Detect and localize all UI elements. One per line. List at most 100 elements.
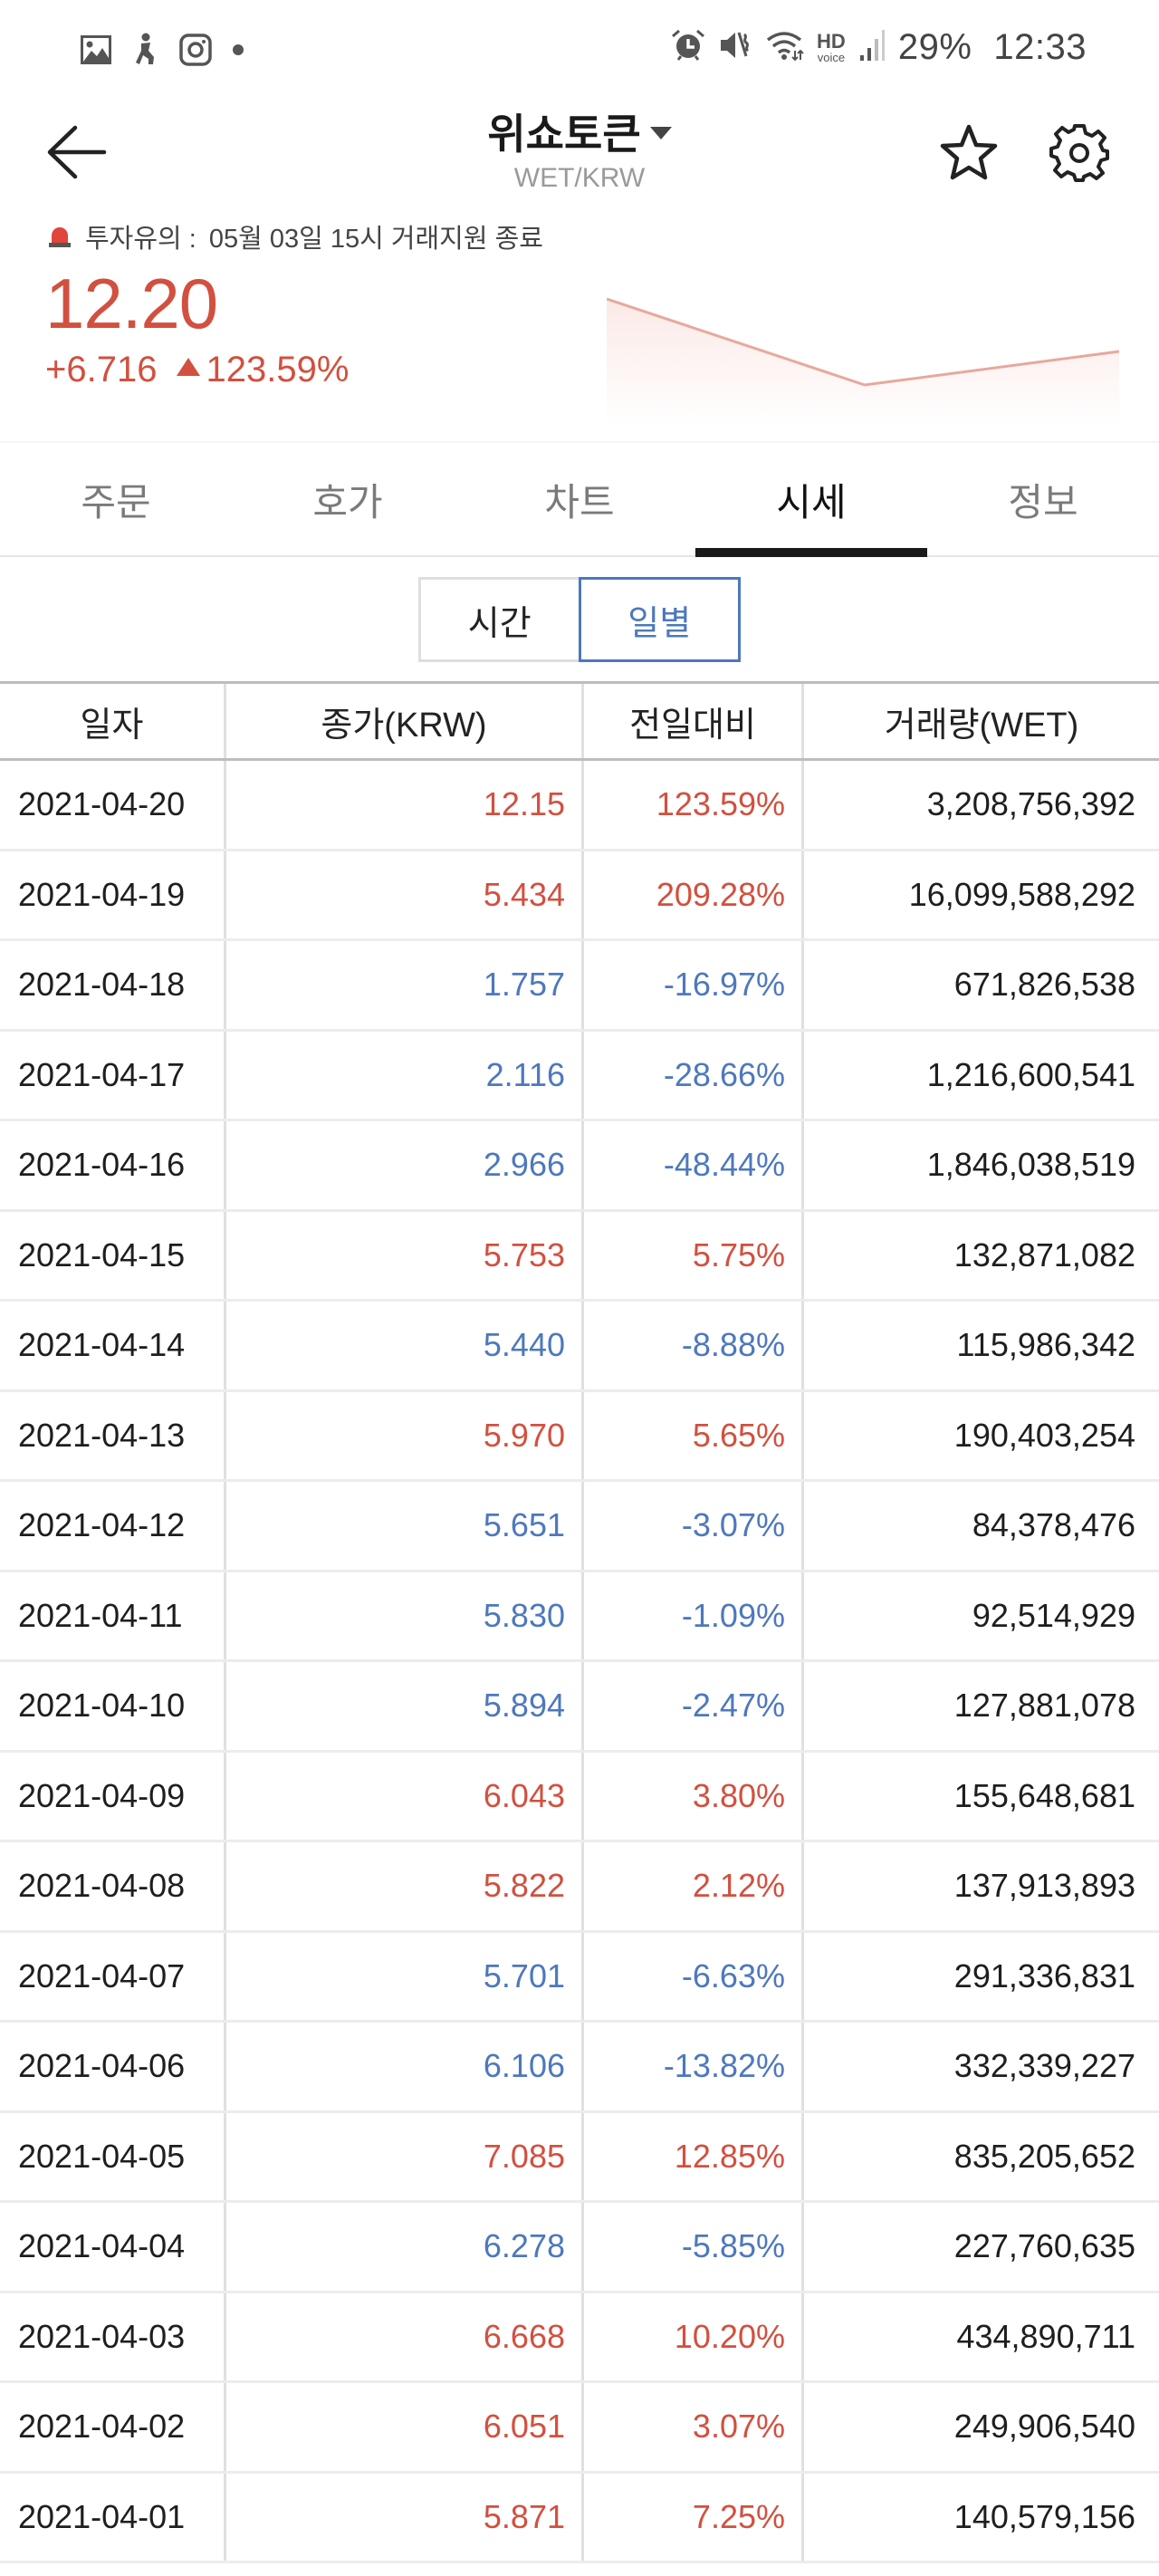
cell-change: 5.65% (584, 1391, 804, 1479)
app-header: 위쇼토큰 WET/KRW (0, 100, 1159, 208)
table-row: 2021-04-17 2.116 -28.66% 1,216,600,541 (0, 1031, 1159, 1121)
cell-change: 12.85% (584, 2112, 804, 2200)
table-row: 2021-04-11 5.830 -1.09% 92,514,929 (0, 1572, 1159, 1662)
cell-volume: 84,378,476 (972, 1506, 1135, 1544)
favorite-button[interactable] (933, 116, 1005, 188)
table-row: 2021-04-19 5.434 209.28% 16,099,588,292 (0, 851, 1159, 941)
toggle-hourly[interactable]: 시간 (418, 577, 579, 662)
fitness-icon (132, 33, 159, 72)
table-row: 2021-04-14 5.440 -8.88% 115,986,342 (0, 1302, 1159, 1392)
cell-close: 2.966 (226, 1121, 584, 1209)
cell-date: 2021-04-17 (0, 1031, 226, 1119)
cell-date: 2021-04-04 (0, 2203, 226, 2291)
cell-volume: 140,579,156 (953, 2497, 1135, 2535)
period-toggle: 시간 일별 (418, 577, 741, 662)
cell-volume: 291,336,831 (953, 1956, 1135, 1994)
cell-change: 10.20% (584, 2292, 804, 2380)
cell-close: 6.106 (226, 2023, 584, 2110)
battery-level: 29% (897, 27, 972, 67)
cell-close: 7.085 (226, 2112, 584, 2200)
cell-date: 2021-04-10 (0, 1662, 226, 1750)
cell-close: 6.668 (226, 2292, 584, 2380)
signal-icon (858, 28, 886, 67)
cell-date: 2021-04-07 (0, 1932, 226, 2020)
gallery-icon (80, 34, 112, 70)
tab-chart[interactable]: 차트 (544, 481, 615, 524)
tab-info[interactable]: 정보 (1008, 481, 1078, 524)
header-volume: 거래량(WET) (884, 706, 1079, 745)
page-title: 위쇼토큰 (487, 111, 641, 158)
table-row: 2021-04-20 12.15 123.59% 3,208,756,392 (0, 761, 1159, 851)
settings-button[interactable] (1043, 116, 1116, 188)
toggle-daily[interactable]: 일별 (578, 577, 741, 662)
gear-icon (1049, 124, 1109, 182)
cell-change: -16.97% (584, 941, 804, 1029)
cell-change: 3.07% (584, 2383, 804, 2471)
cell-volume: 92,514,929 (972, 1596, 1135, 1634)
tab-orderbook[interactable]: 호가 (312, 481, 383, 524)
table-row: 2021-04-16 2.966 -48.44% 1,846,038,519 (0, 1121, 1159, 1212)
siren-icon (49, 227, 71, 247)
cell-close: 5.871 (226, 2473, 584, 2561)
cell-volume: 671,826,538 (953, 966, 1135, 1004)
cell-volume: 132,871,082 (953, 1235, 1135, 1274)
cell-change: -13.82% (584, 2023, 804, 2110)
clock: 12:33 (993, 27, 1087, 67)
change-percent-group: 123.59% (177, 350, 349, 390)
cell-close: 5.830 (226, 1572, 584, 1659)
cell-date: 2021-04-16 (0, 1121, 226, 1209)
cell-volume: 835,205,652 (953, 2137, 1135, 2175)
cell-date: 2021-04-15 (0, 1211, 226, 1299)
alarm-icon (670, 28, 706, 67)
cell-close: 5.970 (226, 1391, 584, 1479)
market-pair: WET/KRW (513, 163, 646, 193)
table-row: 2021-04-13 5.970 5.65% 190,403,254 (0, 1391, 1159, 1482)
cell-close: 5.894 (226, 1662, 584, 1750)
cell-volume: 332,339,227 (953, 2047, 1135, 2085)
cell-close: 5.440 (226, 1302, 584, 1389)
cell-date: 2021-04-18 (0, 941, 226, 1029)
cell-date: 2021-04-02 (0, 2383, 226, 2471)
wifi-icon (764, 29, 804, 66)
arrow-left-icon (47, 125, 107, 179)
table-row: 2021-04-03 6.668 10.20% 434,890,711 (0, 2292, 1159, 2383)
cell-volume: 227,760,635 (953, 2227, 1135, 2265)
cell-volume: 127,881,078 (953, 1687, 1135, 1725)
cell-volume: 1,846,038,519 (926, 1146, 1135, 1184)
cell-close: 2.116 (226, 1031, 584, 1119)
cell-close: 1.757 (226, 941, 584, 1029)
cell-close: 6.278 (226, 2203, 584, 2291)
cell-date: 2021-04-05 (0, 2112, 226, 2200)
tab-order[interactable]: 주문 (81, 481, 151, 524)
table-row: 2021-04-08 5.822 2.12% 137,913,893 (0, 1842, 1159, 1933)
cell-close: 6.051 (226, 2383, 584, 2471)
coin-selector[interactable]: 위쇼토큰 (487, 101, 672, 161)
cell-volume: 3,208,756,392 (926, 785, 1135, 823)
table-row: 2021-04-18 1.757 -16.97% 671,826,538 (0, 941, 1159, 1032)
divider (0, 441, 1159, 443)
cell-date: 2021-04-12 (0, 1482, 226, 1570)
daily-price-table: 일자 종가(KRW) 전일대비 거래량(WET) 2021-04-20 12.15… (0, 681, 1159, 2563)
header-date: 일자 (0, 684, 226, 758)
table-row: 2021-04-15 5.753 5.75% 132,871,082 (0, 1211, 1159, 1302)
cell-volume: 434,890,711 (956, 2317, 1135, 2355)
cell-date: 2021-04-14 (0, 1302, 226, 1389)
cell-volume: 16,099,588,292 (908, 875, 1135, 913)
table-row: 2021-04-04 6.278 -5.85% 227,760,635 (0, 2203, 1159, 2293)
cell-close: 6.043 (226, 1752, 584, 1840)
cell-date: 2021-04-20 (0, 761, 226, 849)
cell-date: 2021-04-08 (0, 1842, 226, 1930)
current-price: 12.20 (45, 264, 218, 343)
back-button[interactable] (41, 116, 113, 188)
cell-date: 2021-04-19 (0, 851, 226, 938)
cell-volume: 137,913,893 (953, 1867, 1135, 1905)
table-row: 2021-04-05 7.085 12.85% 835,205,652 (0, 2112, 1159, 2203)
cell-volume: 155,648,681 (953, 1776, 1135, 1814)
header-close: 종가(KRW) (226, 684, 584, 758)
cell-change: 2.12% (584, 1842, 804, 1930)
table-row: 2021-04-10 5.894 -2.47% 127,881,078 (0, 1662, 1159, 1753)
cell-close: 5.434 (226, 851, 584, 938)
warning-text: 05월 03일 15시 거래지원 종료 (208, 225, 543, 254)
vibrate-icon (719, 29, 752, 66)
tab-price-history[interactable]: 시세 (695, 444, 927, 557)
